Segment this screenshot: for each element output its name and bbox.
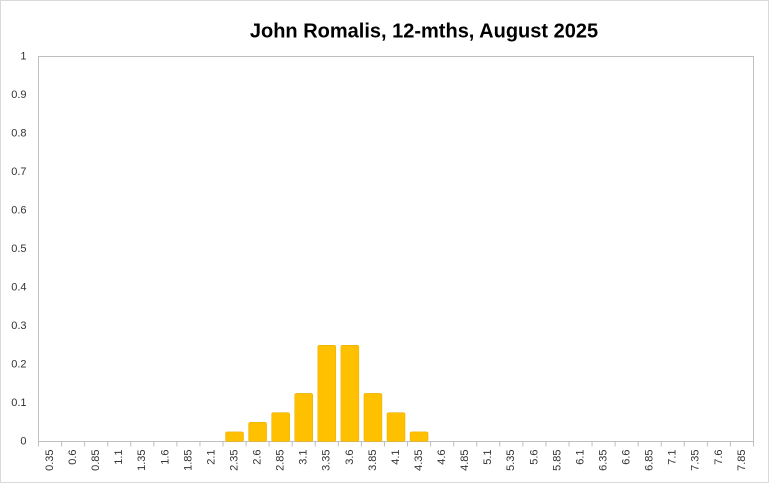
x-tick-label: 7.35 (690, 450, 702, 471)
x-tick-label: 3.6 (344, 450, 356, 465)
y-tick-label: 0.1 (11, 397, 26, 409)
bar (225, 431, 244, 442)
y-tick-label: 0 (20, 435, 26, 447)
x-tick-label: 5.1 (482, 450, 494, 465)
chart-title: John Romalis, 12-mths, August 2025 (250, 20, 598, 42)
x-tick-label: 1.1 (113, 450, 125, 465)
x-tick-label: 1.35 (136, 450, 148, 471)
x-tick-label: 4.1 (390, 450, 402, 465)
x-tick-label: 4.6 (436, 450, 448, 465)
y-tick-label: 0.3 (11, 320, 26, 332)
y-tick-label: 0.9 (11, 89, 26, 101)
y-tick-label: 0.4 (11, 281, 26, 293)
x-tick-label: 7.6 (713, 450, 725, 465)
x-tick-label: 6.85 (644, 450, 656, 471)
bar (340, 345, 360, 442)
x-tick-label: 6.35 (597, 450, 609, 471)
x-tick-label: 1.85 (182, 450, 194, 471)
y-tick-label: 0.7 (11, 166, 26, 178)
y-tick-label: 0.8 (11, 127, 26, 139)
x-tick-label: 5.85 (551, 450, 563, 471)
x-tick-label: 4.85 (459, 450, 471, 471)
x-tick-label: 4.35 (413, 450, 425, 471)
x-tick-label: 2.35 (228, 450, 240, 471)
y-tick-label: 1 (20, 50, 26, 62)
bar (248, 422, 267, 442)
x-tick-label: 7.1 (667, 450, 679, 465)
bar (317, 345, 337, 442)
x-tick-label: 3.1 (298, 450, 310, 465)
x-tick-label: 6.1 (574, 450, 586, 465)
x-tick-label: 1.6 (159, 450, 171, 465)
bar (409, 431, 429, 442)
x-tick-label: 3.85 (367, 450, 379, 471)
x-tick-label: 0.85 (90, 450, 102, 471)
y-tick-label: 0.5 (11, 243, 26, 255)
x-tick-label: 5.6 (528, 450, 540, 465)
x-tick-label: 0.6 (67, 450, 79, 465)
y-tick-label: 0.6 (11, 204, 26, 216)
bar (271, 412, 290, 442)
x-tick-label: 6.6 (621, 450, 633, 465)
x-tick-label: 2.1 (205, 450, 217, 465)
x-tick-label: 7.85 (736, 450, 748, 471)
bar (294, 393, 313, 442)
x-tick-label: 3.35 (321, 450, 333, 471)
x-tick-label: 2.6 (252, 450, 264, 465)
y-tick-label: 0.2 (11, 358, 26, 370)
x-tick-label: 5.35 (505, 450, 517, 471)
bar (363, 393, 383, 442)
x-tick-label: 2.85 (275, 450, 287, 471)
x-tick-label: 0.35 (44, 450, 56, 471)
bar (386, 412, 406, 442)
